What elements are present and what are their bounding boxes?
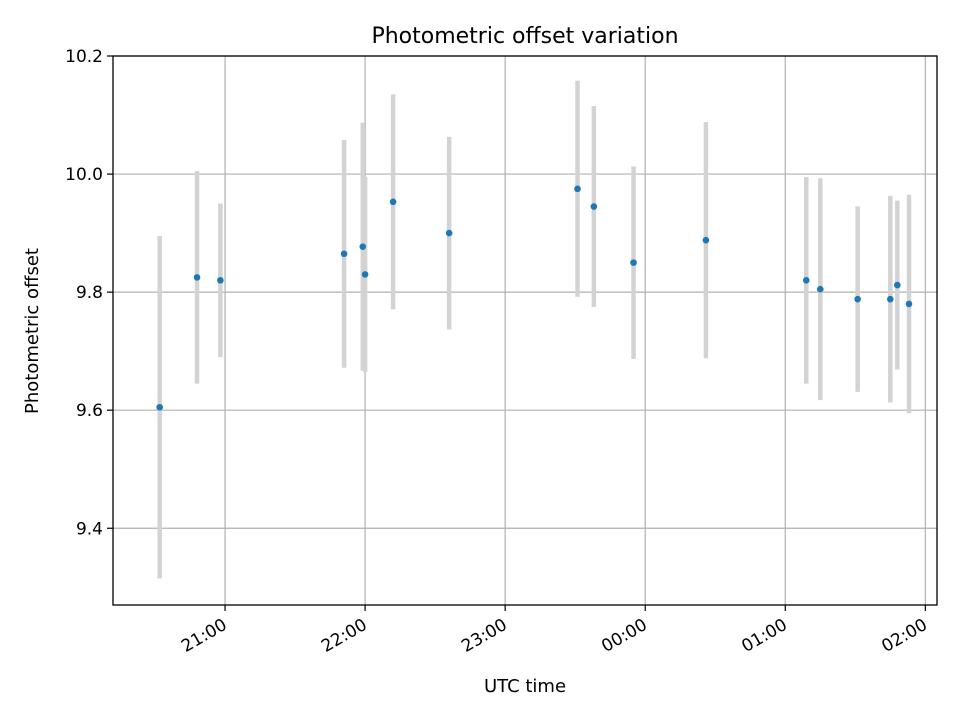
data-points — [156, 185, 913, 411]
data-point — [590, 203, 598, 210]
chart-title: Photometric offset variation — [371, 24, 678, 49]
data-point — [894, 281, 901, 289]
data-point — [802, 277, 810, 284]
y-tick-label: 9.6 — [76, 401, 103, 421]
y-tick-label: 10.2 — [65, 47, 103, 67]
data-point — [702, 236, 710, 244]
y-axis-ticks: 9.4 9.6 9.8 10.0 10.2 — [65, 47, 113, 539]
data-point — [854, 295, 861, 303]
data-point — [389, 198, 397, 206]
y-tick-label: 10.0 — [65, 165, 103, 185]
data-point — [193, 274, 201, 281]
y-axis-label: Photometric offset — [22, 248, 43, 414]
data-point — [887, 295, 894, 303]
data-point — [359, 243, 367, 250]
data-point — [816, 285, 824, 293]
data-point — [340, 250, 348, 258]
y-tick-label: 9.4 — [76, 519, 103, 539]
data-point — [217, 277, 224, 284]
x-axis-label: UTC time — [484, 676, 566, 697]
data-point — [361, 271, 369, 278]
data-point — [630, 259, 637, 266]
data-point — [156, 403, 163, 411]
data-point — [574, 185, 581, 193]
y-tick-label: 9.8 — [76, 283, 103, 303]
data-point — [445, 229, 453, 237]
data-point — [905, 300, 913, 308]
plot-frame — [112, 55, 938, 606]
